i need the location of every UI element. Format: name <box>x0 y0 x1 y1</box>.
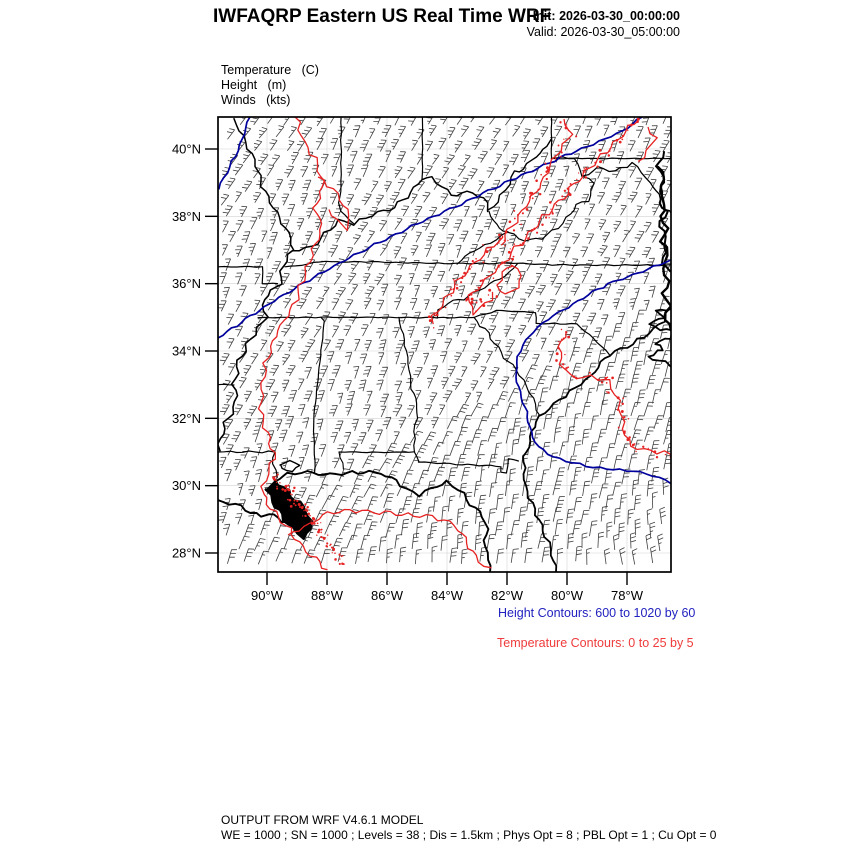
kentucky-virginia-border <box>456 231 509 265</box>
map-frame <box>217 116 672 573</box>
init-time-label: Init: 2026-03-30_00:00:00 <box>532 9 680 23</box>
indiana-ohio-border <box>421 117 424 180</box>
height-contours-note: Height Contours: 600 to 1020 by 60 <box>498 606 696 620</box>
legend-temperature: Temperature (C) <box>221 63 319 77</box>
temp-contour-gulf <box>287 508 492 569</box>
upper-mississippi-river <box>233 117 295 252</box>
lon-tick-label: 84°W <box>431 588 464 603</box>
mississippi-alabama-border <box>312 316 325 473</box>
northcarolina-southcarolina-border <box>436 309 611 357</box>
tennessee-south-border <box>257 316 438 319</box>
legend-height: Height (m) <box>221 78 287 92</box>
axis-labels: 40°N 38°N 36°N 34°N 32°N 30°N 28°N 90°W 88°W 86°W… <box>172 142 644 604</box>
westvirginia-ohio-river-border <box>486 138 553 211</box>
lon-tick-label: 86°W <box>371 588 404 603</box>
ohio-river <box>291 175 489 252</box>
lat-tick-label: 36°N <box>172 276 201 291</box>
virginia-westvirginia-border <box>507 156 595 242</box>
page-title: IWFAQRP Eastern US Real Time WRF <box>213 6 552 27</box>
arkansas-louisiana-border <box>218 383 235 386</box>
height-contour-a <box>218 117 251 190</box>
temp-contour-appalachian-branch <box>500 118 574 246</box>
lat-tick-label: 38°N <box>172 209 201 224</box>
lat-tick-label: 32°N <box>172 411 201 426</box>
lat-tick-label: 40°N <box>172 142 201 157</box>
missouri-arkansas-border <box>218 265 279 285</box>
temp-contour-southeast <box>557 330 671 456</box>
legend-winds: Winds (kts) <box>221 93 291 107</box>
state-boundaries-layer <box>218 117 671 572</box>
footer-config-line: WE = 1000 ; SN = 1000 ; Levels = 38 ; Di… <box>221 828 717 842</box>
illinois-indiana-border <box>338 117 355 225</box>
height-contour-c <box>515 259 671 485</box>
albemarle-sound <box>648 308 671 332</box>
temp-contour-appalachian <box>467 120 639 316</box>
kentucky-westvirginia-border <box>488 210 509 233</box>
temp-contour-upper-right <box>637 126 658 162</box>
louisiana-mississippi-border <box>218 450 278 479</box>
temperature-contours-note: Temperature Contours: 0 to 25 by 5 <box>497 636 694 650</box>
mason-dixon-line <box>550 157 671 160</box>
height-contours-layer <box>218 117 671 485</box>
florida-alabama-border <box>338 451 416 454</box>
lake-pontchartrain <box>279 459 301 473</box>
valid-time-label: Valid: 2026-03-30_05:00:00 <box>526 25 680 39</box>
kentucky-tennessee-virginia-northcarolina-border <box>284 260 671 268</box>
alabama-georgia-border <box>398 316 420 463</box>
temp-contour-west-branch <box>317 176 350 232</box>
height-contour-b <box>218 117 643 339</box>
footer-model-line: OUTPUT FROM WRF V4.6.1 MODEL <box>221 813 424 827</box>
lon-tick-label: 88°W <box>311 588 344 603</box>
map-layers <box>218 117 671 572</box>
georgia-florida-border <box>417 458 519 474</box>
delmarva-shore <box>655 151 671 273</box>
lon-tick-label: 82°W <box>491 588 524 603</box>
gulf-coastline <box>218 469 492 572</box>
lon-tick-label: 80°W <box>551 588 584 603</box>
lat-tick-label: 28°N <box>172 545 201 560</box>
axis-ticks <box>205 148 628 585</box>
westvirginia-panhandle <box>550 117 553 159</box>
temp-contour-west <box>257 117 328 571</box>
mississippi-delta-shore <box>264 478 314 540</box>
temperature-speckle-layer <box>272 117 671 566</box>
lon-tick-label: 78°W <box>611 588 644 603</box>
temp-contour-center-loop <box>496 264 522 295</box>
atlantic-coastline <box>522 304 671 572</box>
lower-mississippi-river <box>218 249 294 452</box>
lat-tick-label: 30°N <box>172 478 201 493</box>
savannah-river-georgia-southcarolina <box>473 316 541 417</box>
lon-tick-label: 90°W <box>251 588 284 603</box>
temperature-contours-layer <box>257 117 671 571</box>
perdido-river <box>338 451 344 470</box>
lat-tick-label: 34°N <box>172 343 201 358</box>
pamlico-sound <box>647 337 671 368</box>
graticule-layer <box>218 117 671 572</box>
